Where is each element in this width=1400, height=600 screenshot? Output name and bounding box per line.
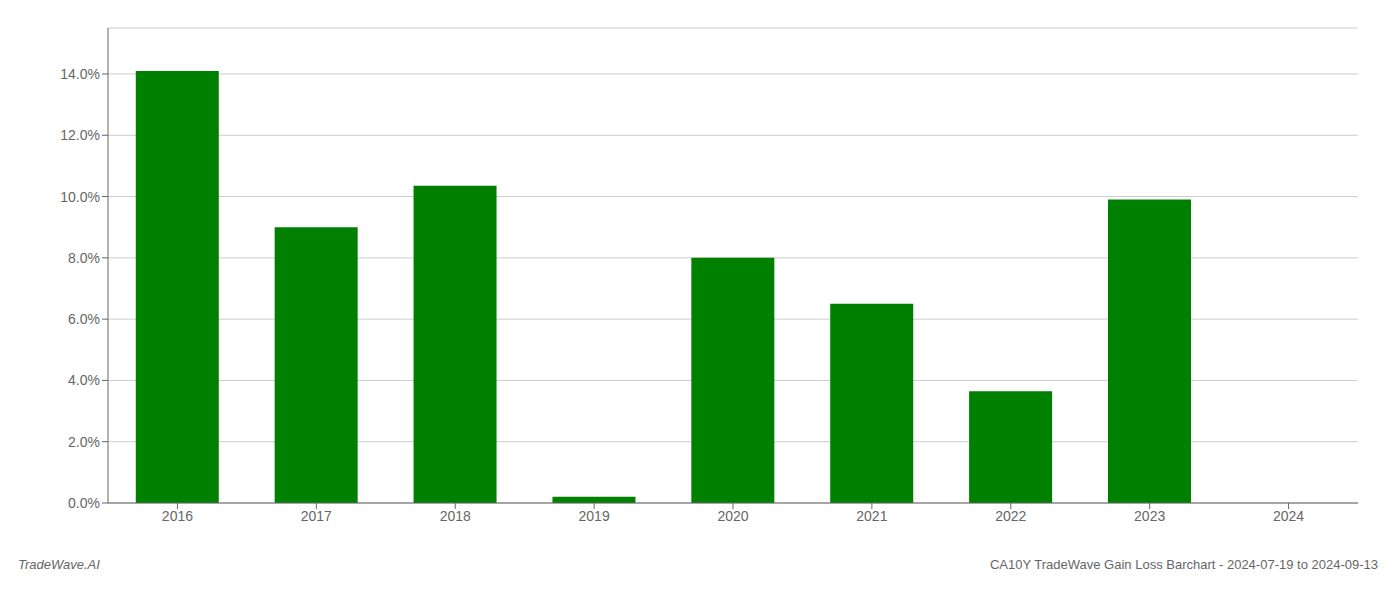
svg-text:2017: 2017 (301, 508, 332, 524)
svg-text:2.0%: 2.0% (68, 434, 100, 450)
svg-text:2016: 2016 (162, 508, 193, 524)
svg-text:2020: 2020 (717, 508, 748, 524)
svg-text:2023: 2023 (1134, 508, 1165, 524)
svg-text:2022: 2022 (995, 508, 1026, 524)
svg-text:14.0%: 14.0% (60, 66, 100, 82)
svg-text:2018: 2018 (440, 508, 471, 524)
svg-text:2024: 2024 (1273, 508, 1304, 524)
html-text:CA10Y TradeWave Gain Loss Barc: CA10Y TradeWave Gain Loss Barchart - 202… (989, 557, 1378, 572)
svg-text:6.0%: 6.0% (68, 311, 100, 327)
svg-text:10.0%: 10.0% (60, 189, 100, 205)
svg-text:4.0%: 4.0% (68, 372, 100, 388)
html-text:TradeWave.AI: TradeWave.AI (18, 557, 100, 572)
svg-text:0.0%: 0.0% (68, 495, 100, 511)
svg-text:2019: 2019 (579, 508, 610, 524)
svg-text:2021: 2021 (856, 508, 887, 524)
svg-text:12.0%: 12.0% (60, 127, 100, 143)
svg-text:8.0%: 8.0% (68, 250, 100, 266)
